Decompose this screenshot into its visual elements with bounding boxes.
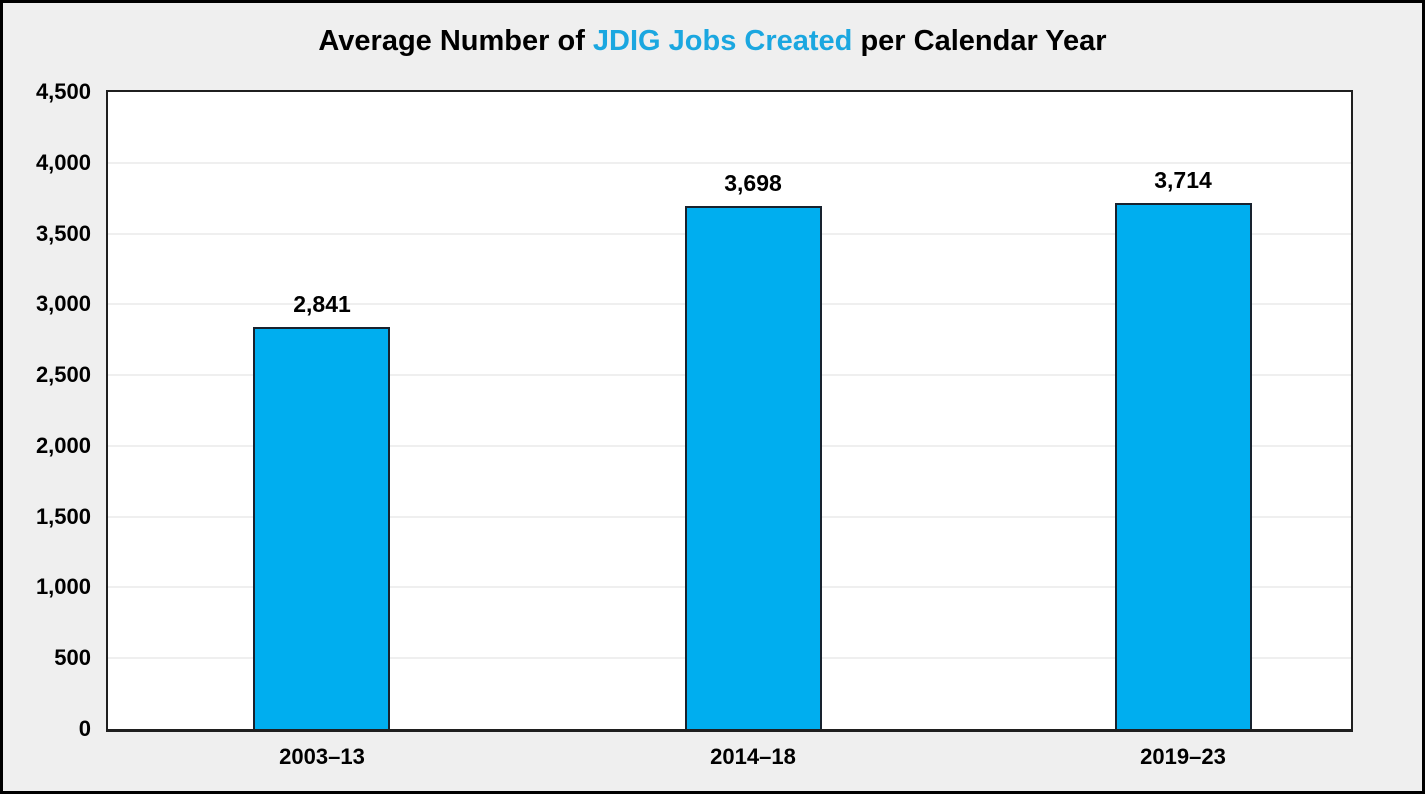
- x-tick-label: 2003–13: [279, 744, 365, 769]
- chart-title-highlight: JDIG Jobs Created: [592, 25, 853, 57]
- y-tick-label: 1,000: [35, 574, 91, 600]
- bar-value-label: 3,714: [1154, 167, 1212, 193]
- y-tick-label: 3,500: [35, 220, 91, 246]
- y-tick-label: 2,000: [35, 432, 91, 458]
- y-tick-label: 3,000: [35, 291, 91, 317]
- y-tick-label: 4,000: [35, 149, 91, 175]
- gridline: [108, 161, 1351, 164]
- chart-title: Average Number of JDIG Jobs Created per …: [3, 25, 1422, 58]
- x-tick-label: 2019–23: [1140, 744, 1226, 769]
- x-tick-label: 2014–18: [710, 744, 796, 769]
- y-tick-label: 2,500: [35, 362, 91, 388]
- y-axis-labels: 0 500 1,000 1,500 2,000 2,500 3,000 3,500 4,000 4…: [3, 79, 91, 741]
- y-tick-label: 4,500: [35, 79, 91, 104]
- x-axis-labels: 2003–13 2014–18 2019–23: [108, 744, 1351, 784]
- bar-value-label: 3,698: [724, 170, 782, 196]
- y-tick-label: 1,500: [35, 503, 91, 529]
- bar-value-label: 2,841: [293, 291, 351, 317]
- y-tick-label: 500: [54, 645, 91, 671]
- bar-2014-18: [685, 206, 822, 729]
- bar-2003-13: [253, 327, 390, 729]
- chart-title-suffix: per Calendar Year: [852, 25, 1107, 57]
- plot-area: 2,841 3,698 3,714: [106, 90, 1353, 732]
- y-tick-label: 0: [78, 716, 91, 741]
- bar-2019-23: [1115, 203, 1252, 729]
- chart-title-prefix: Average Number of: [318, 25, 593, 57]
